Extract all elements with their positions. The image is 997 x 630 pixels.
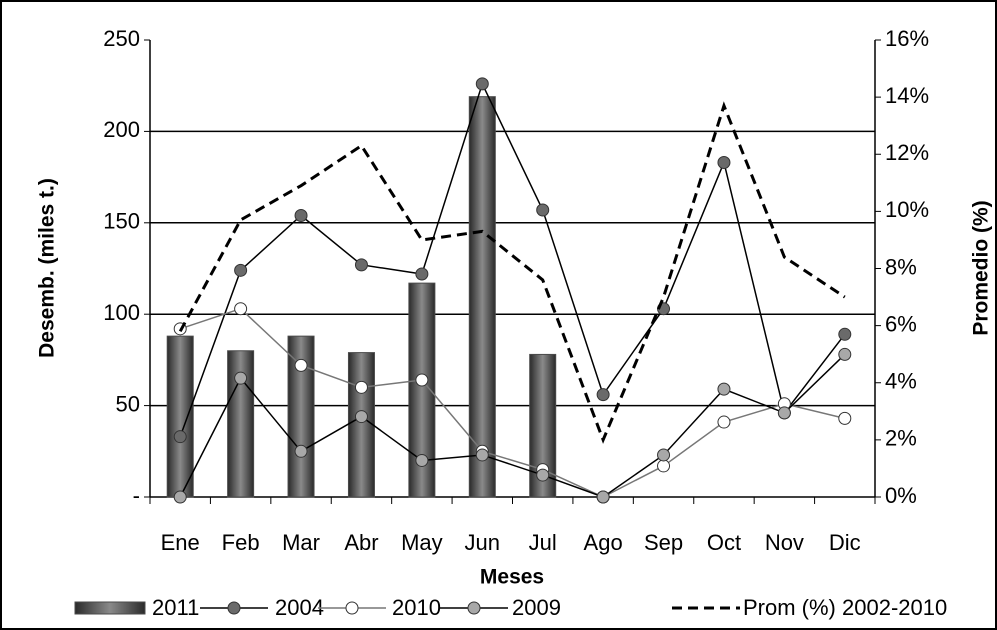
y2-tick-label: 10% [885, 197, 929, 222]
y2-tick-label: 8% [885, 254, 917, 279]
series-line [179, 353, 846, 498]
marker [475, 448, 489, 462]
legend-marker [467, 601, 481, 615]
y-axis-title: Desemb. (miles t.) [36, 178, 59, 358]
marker [294, 444, 308, 458]
y-tick-label: 100 [103, 300, 140, 325]
x-tick-label: Mar [282, 530, 320, 555]
x-tick-label: Abr [344, 530, 378, 555]
legend-label: 2009 [512, 595, 561, 620]
y-tick-label: - [133, 483, 140, 508]
legend-label: 2004 [275, 595, 324, 620]
x-tick-label: Nov [765, 530, 804, 555]
x-tick-label: Jun [465, 530, 500, 555]
marker [475, 77, 489, 91]
bar [468, 96, 496, 498]
marker [838, 327, 852, 341]
y-tick-label: 150 [103, 209, 140, 234]
marker [596, 388, 610, 402]
series-line [179, 81, 846, 437]
marker [415, 453, 429, 467]
marker [717, 155, 731, 169]
y-tick-label: 50 [116, 391, 140, 416]
marker [234, 371, 248, 385]
marker [657, 459, 671, 473]
x-tick-label: Oct [707, 530, 741, 555]
marker [777, 406, 791, 420]
y-tick-label: 250 [103, 26, 140, 51]
legend-label: Prom (%) 2002-2010 [743, 595, 947, 620]
x-tick-label: Ago [584, 530, 623, 555]
y2-axis-title: Promedio (%) [970, 200, 993, 335]
y2-tick-label: 0% [885, 483, 917, 508]
bar [347, 352, 375, 498]
marker [536, 468, 550, 482]
marker [717, 382, 731, 396]
marker [354, 380, 368, 394]
marker [354, 410, 368, 424]
legend-swatch [74, 601, 146, 615]
marker [294, 208, 308, 222]
marker [596, 490, 610, 504]
marker [415, 267, 429, 281]
marker [234, 263, 248, 277]
marker [415, 373, 429, 387]
marker [657, 448, 671, 462]
marker [173, 490, 187, 504]
y2-tick-label: 16% [885, 26, 929, 51]
marker [173, 430, 187, 444]
marker [838, 411, 852, 425]
marker [354, 258, 368, 272]
x-tick-label: Dic [829, 530, 861, 555]
series-line [179, 307, 845, 498]
legend-label: 2010 [392, 595, 441, 620]
legend-marker [227, 601, 241, 615]
y2-tick-label: 12% [885, 140, 929, 165]
y2-tick-label: 2% [885, 426, 917, 451]
x-tick-label: Jul [529, 530, 557, 555]
x-tick-label: Feb [222, 530, 260, 555]
series-line [178, 101, 846, 444]
x-tick-label: Sep [644, 530, 683, 555]
y2-tick-label: 14% [885, 83, 929, 108]
y2-tick-label: 4% [885, 369, 917, 394]
marker [838, 347, 852, 361]
legend-label: 2011 [152, 595, 199, 620]
marker [234, 302, 248, 316]
x-axis-title: Meses [480, 566, 544, 589]
marker [294, 358, 308, 372]
y2-tick-label: 6% [885, 311, 917, 336]
x-tick-label: May [401, 530, 443, 555]
marker [536, 203, 550, 217]
y-tick-label: 200 [103, 117, 140, 142]
legend-marker [345, 601, 359, 615]
bar [166, 335, 194, 498]
marker [717, 415, 731, 429]
x-tick-label: Ene [161, 530, 200, 555]
